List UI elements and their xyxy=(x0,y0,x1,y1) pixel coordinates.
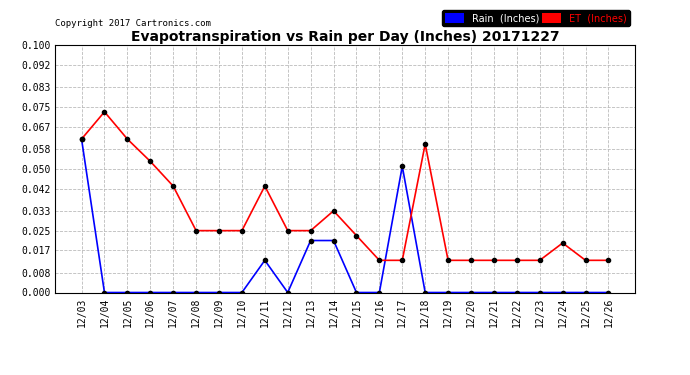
Title: Evapotranspiration vs Rain per Day (Inches) 20171227: Evapotranspiration vs Rain per Day (Inch… xyxy=(130,30,560,44)
Legend: Rain  (Inches), ET  (Inches): Rain (Inches), ET (Inches) xyxy=(442,10,630,26)
Text: Copyright 2017 Cartronics.com: Copyright 2017 Cartronics.com xyxy=(55,19,211,28)
